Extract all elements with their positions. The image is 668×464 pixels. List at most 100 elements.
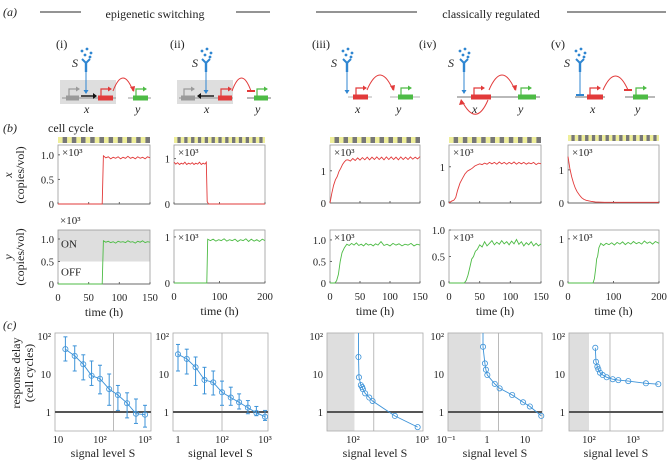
promoter-arrow-icon xyxy=(135,88,143,96)
x-trajectory-line xyxy=(567,156,659,203)
y-tick-label: 1 xyxy=(321,167,326,178)
cell-cycle-segment xyxy=(467,137,472,143)
cell-cycle-segment xyxy=(462,137,468,143)
x-tick-label: 0 xyxy=(171,292,176,303)
cell-cycle-segment xyxy=(598,135,603,141)
y-tick-label: 1 xyxy=(439,408,444,419)
x-tick-label: 10³ xyxy=(138,435,152,446)
gene-y xyxy=(633,85,648,100)
cell-cycle-segment xyxy=(453,137,459,143)
delay-curve xyxy=(358,333,418,428)
cell-cycle-segment xyxy=(578,135,582,141)
cell-cycle-segment xyxy=(375,137,380,143)
cell-cycle-segment xyxy=(232,137,236,143)
time-series-chart: ON OFF 0 50 100 150 0 0.5 1.0 ×10³ time (h) xyxy=(41,215,158,319)
time-series-chart: 0 1 ×10³ xyxy=(321,144,421,210)
data-point xyxy=(88,372,95,379)
gene-body xyxy=(471,94,491,100)
promoter-arrowhead xyxy=(228,86,232,92)
time-series-chart: 0 50 100 150 0 0.5 1.0 ×10³ time (h) xyxy=(313,229,428,318)
x-tick-label: 100 xyxy=(382,292,398,303)
cell-cycle-segment xyxy=(531,137,537,143)
y-tick-label: 1 xyxy=(46,408,51,419)
cell-cycle-segment xyxy=(238,137,243,143)
multiplier-label: ×10³ xyxy=(60,215,81,227)
x-tick-label: 10² xyxy=(215,435,229,446)
y-tick-label: 10 xyxy=(313,370,324,381)
multiplier-label: ×10³ xyxy=(334,147,355,159)
signal-molecule-icon xyxy=(350,51,354,55)
y-tick-label: 10 xyxy=(555,370,566,381)
y-trajectory-line xyxy=(449,238,542,284)
column-label: (iv) xyxy=(419,37,436,51)
receptor-arms xyxy=(81,58,91,65)
y-tick-label: 1 xyxy=(440,163,445,174)
gene-x xyxy=(587,85,603,100)
data-point xyxy=(391,412,398,419)
y-tick-label: 10² xyxy=(37,332,51,343)
multiplier-label: ×10³ xyxy=(178,147,199,159)
y-tick-label: 10 xyxy=(434,370,445,381)
cell-cycle-segment xyxy=(472,137,477,143)
cell-cycle-segment xyxy=(366,137,371,143)
y-tick-label: 1 xyxy=(164,408,169,419)
y-tick-label: 0 xyxy=(321,279,326,290)
panel-label-c: (c) xyxy=(3,318,16,332)
promoter-arrowhead xyxy=(408,85,412,91)
cell-cycle-segment xyxy=(499,137,505,143)
x-tick-label: 150 xyxy=(533,292,549,303)
cell-cycle-bar xyxy=(174,137,265,143)
signal-molecule-icon xyxy=(200,49,204,53)
x-tick-label: 10 xyxy=(520,435,531,446)
data-point xyxy=(509,392,516,399)
cell-cycle-segment xyxy=(518,137,523,143)
y-tick-label: 10² xyxy=(309,332,323,343)
cell-cycle-segment xyxy=(384,137,389,143)
plot-frame xyxy=(568,332,664,432)
cell-cycle-segment xyxy=(612,135,616,141)
cell-cycle-segment xyxy=(218,137,222,143)
promoter-arrow-icon xyxy=(220,88,228,96)
cell-cycle-segment xyxy=(343,137,348,143)
arrowhead-icon xyxy=(459,99,465,105)
data-point xyxy=(218,389,225,396)
y-tick-label: 1 xyxy=(318,408,323,419)
autoregulation-arc xyxy=(461,99,489,115)
gene-body xyxy=(398,94,413,100)
cell-cycle-segment xyxy=(629,135,633,141)
cell-cycle-segment xyxy=(249,137,253,143)
cell-cycle-segment xyxy=(81,137,86,143)
promoter-arrow-icon xyxy=(473,87,481,95)
y-tick-label: 0.5 xyxy=(313,257,326,268)
cell-cycle-segment xyxy=(632,135,637,141)
cell-cycle-segment xyxy=(214,137,219,143)
data-point xyxy=(625,378,632,385)
cell-cycle-segment xyxy=(619,135,623,141)
on-region xyxy=(58,230,150,262)
row-label-delay: response delay xyxy=(9,338,23,409)
data-point xyxy=(174,351,181,358)
data-point xyxy=(183,355,190,362)
x-tick-label: 0 xyxy=(55,293,60,304)
signal-molecule-icon xyxy=(461,53,465,57)
signal-molecule-icon xyxy=(458,49,462,53)
cell-cycle-segment xyxy=(393,137,398,143)
x-tick-label: 100 xyxy=(111,293,127,304)
unresponsive-region xyxy=(569,333,589,431)
x-tick-label: 100 xyxy=(606,292,622,303)
multiplier-label: ×10³ xyxy=(572,232,593,244)
cell-cycle-segment xyxy=(174,137,178,143)
data-point xyxy=(609,376,616,383)
cell-cycle-segment xyxy=(591,135,596,141)
time-series-chart: 0 0.5 1.0 ×10³ xyxy=(41,144,151,211)
multiplier-label: ×10³ xyxy=(572,147,593,159)
repression-arc xyxy=(602,75,629,91)
time-series-chart: 0 100 200 0 1 ×10³ time (h) xyxy=(559,229,667,318)
gene-x-label: x xyxy=(354,102,361,116)
cell-cycle-segment xyxy=(595,135,599,141)
x-tick-label: 150 xyxy=(412,292,428,303)
promoter-arrow-icon xyxy=(400,87,408,95)
x-axis-label: time (h) xyxy=(594,304,632,318)
row-label-x-symbol: x xyxy=(1,172,15,179)
promoter-arrow-icon xyxy=(183,88,191,96)
